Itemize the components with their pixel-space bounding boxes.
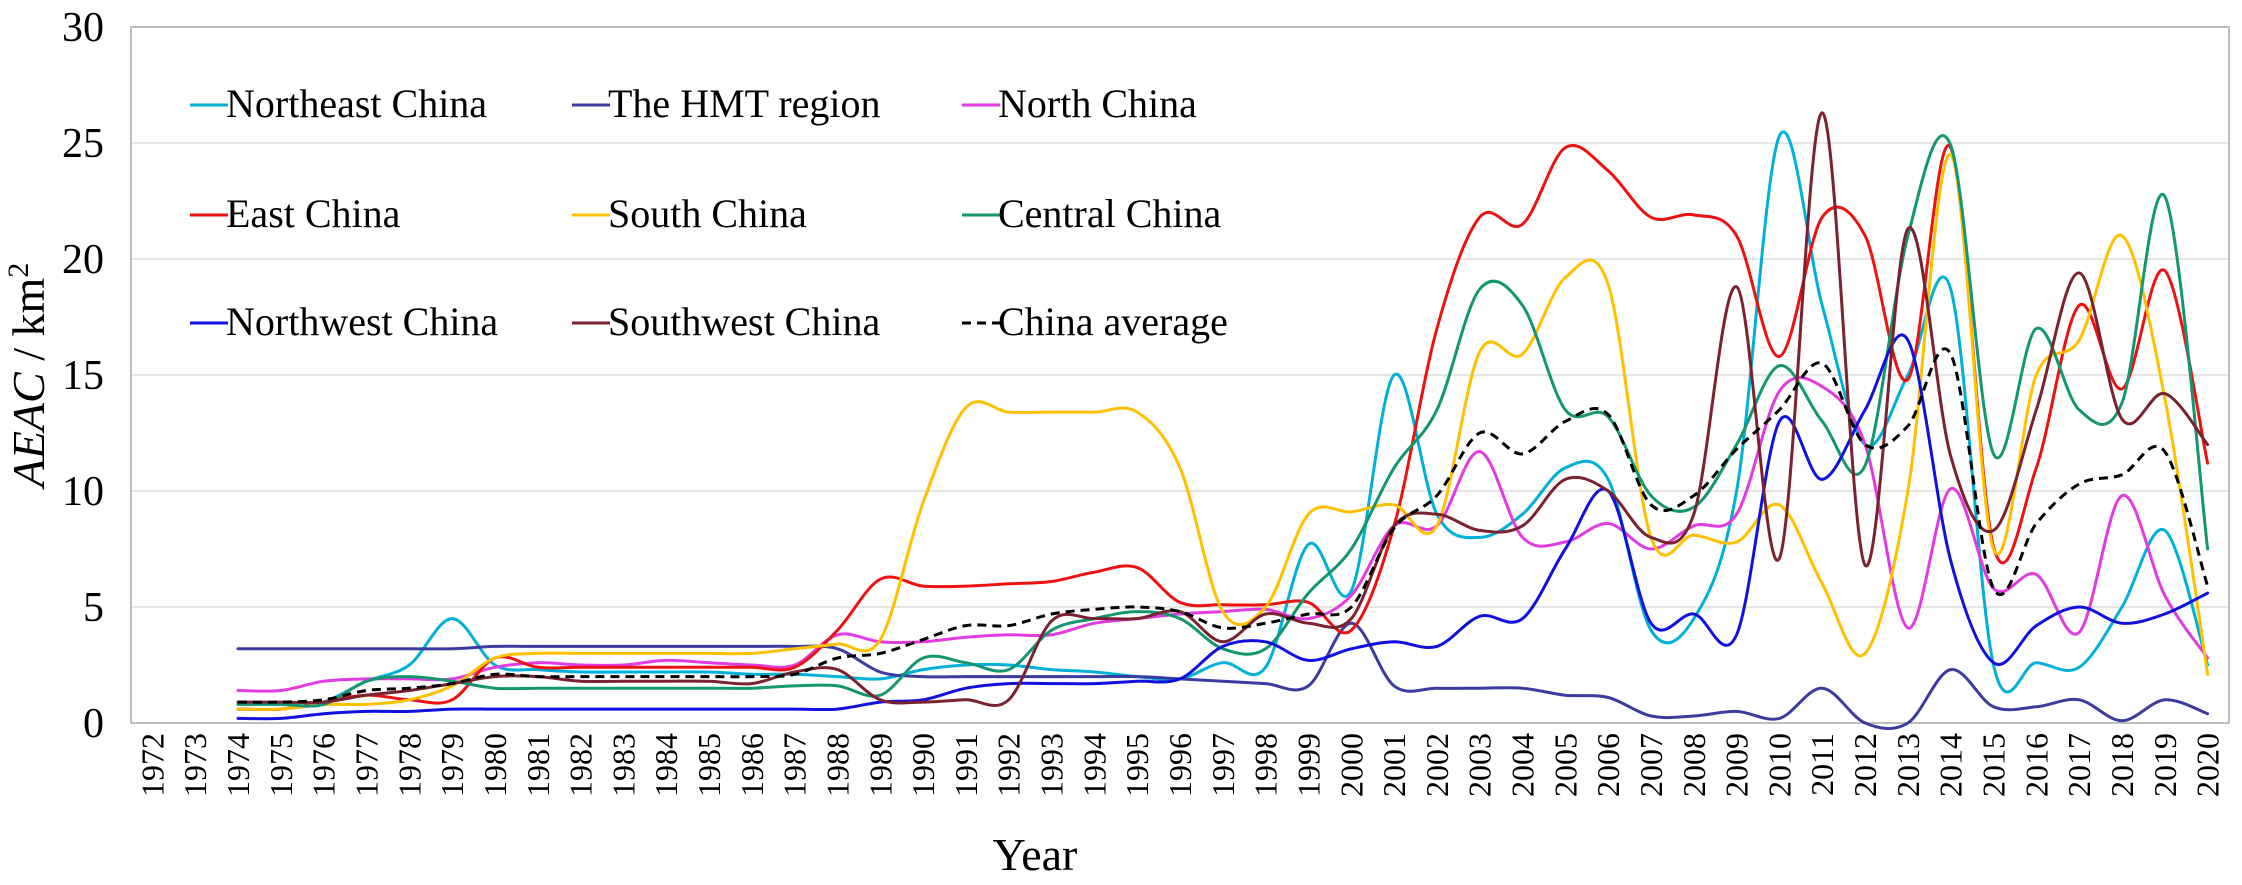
legend: Northeast China The HMT region North China…: [190, 81, 1228, 344]
x-tick-label: 2012: [1847, 733, 1883, 797]
x-tick-label: 1981: [520, 733, 556, 797]
x-tick-label: 1987: [777, 733, 813, 797]
x-tick-label: 1973: [177, 733, 213, 797]
legend-label: Northwest China: [226, 299, 498, 344]
x-tick-label: 2005: [1547, 733, 1583, 797]
series-line-central-china: [236, 134, 2210, 708]
x-tick-label: 2000: [1333, 733, 1369, 797]
x-axis-ticks: 1972 1973 1974 1975 1976 1977 1978 1979 1980 1981…: [134, 733, 2225, 797]
x-tick-label: 2016: [2018, 733, 2054, 797]
series-line-southwest-china: [236, 111, 2210, 707]
x-tick-label: 2014: [1933, 733, 1969, 797]
x-tick-label: 1975: [263, 733, 299, 797]
x-tick-label: 2017: [2061, 733, 2097, 797]
x-tick-label: 2008: [1676, 733, 1712, 797]
x-tick-label: 2011: [1804, 733, 1840, 796]
x-tick-label: 1993: [1034, 733, 1070, 797]
x-tick-label: 2001: [1376, 733, 1412, 797]
x-tick-label: 1976: [306, 733, 342, 797]
plot-area-border: [130, 26, 2230, 724]
legend-label: Southwest China: [608, 299, 880, 344]
legend-label: South China: [608, 191, 807, 236]
series-line-china-average: [237, 347, 2210, 704]
x-tick-label: 2007: [1633, 733, 1669, 797]
x-tick-label: 2020: [2190, 733, 2226, 797]
x-tick-label: 1994: [1076, 733, 1112, 797]
legend-label: North China: [998, 81, 1197, 126]
x-tick-label: 1991: [948, 733, 984, 797]
x-tick-label: 2006: [1590, 733, 1626, 797]
x-tick-label: 2018: [2104, 733, 2140, 797]
x-tick-label: 2015: [1976, 733, 2012, 797]
x-tick-label: 1974: [220, 733, 256, 797]
x-tick-label: 1990: [905, 733, 941, 797]
x-tick-label: 1979: [434, 733, 470, 797]
x-tick-label: 1997: [1205, 733, 1241, 797]
x-tick-label: 2004: [1505, 733, 1541, 797]
x-tick-label: 1998: [1248, 733, 1284, 797]
x-axis-title: Year: [993, 829, 1078, 880]
series-lines: [236, 111, 2210, 731]
y-axis-title: AEAC / km2: [2, 263, 54, 491]
x-tick-label: 1995: [1119, 733, 1155, 797]
y-tick-label: 10: [62, 469, 104, 515]
y-axis-ticks: 0 5 10 15 20 25 30: [62, 5, 104, 747]
y-tick-label: 20: [62, 237, 104, 283]
x-tick-label: 2009: [1719, 733, 1755, 797]
legend-label: Northeast China: [226, 81, 487, 126]
series-line-northwest-china: [236, 333, 2210, 721]
series-line-the-hmt-region: [236, 621, 2210, 731]
y-axis-title-variable: AEAC: [3, 371, 54, 490]
x-tick-label: 1992: [991, 733, 1027, 797]
x-tick-label: 1983: [605, 733, 641, 797]
x-tick-label: 1989: [862, 733, 898, 797]
legend-label: Central China: [998, 191, 1222, 236]
y-tick-label: 5: [83, 585, 104, 631]
x-tick-label: 1996: [1162, 733, 1198, 797]
legend-label: China average: [998, 299, 1228, 344]
y-tick-label: 30: [62, 5, 104, 51]
x-tick-label: 2010: [1761, 733, 1797, 797]
legend-label: East China: [226, 191, 401, 236]
x-tick-label: 2019: [2147, 733, 2183, 797]
y-axis-title-unit: km: [3, 278, 54, 337]
x-tick-label: 1980: [477, 733, 513, 797]
y-tick-label: 0: [83, 701, 104, 747]
x-tick-label: 2003: [1462, 733, 1498, 797]
x-tick-label: 1984: [648, 733, 684, 797]
x-tick-label: 1985: [691, 733, 727, 797]
x-tick-label: 1988: [819, 733, 855, 797]
x-tick-label: 2013: [1890, 733, 1926, 797]
x-tick-label: 2002: [1419, 733, 1455, 797]
y-axis-title-separator: /: [3, 337, 54, 373]
x-tick-label: 1999: [1290, 733, 1326, 797]
x-tick-label: 1977: [348, 733, 384, 797]
y-axis-title-superscript: 2: [2, 263, 35, 278]
series-line-north-china: [236, 376, 2210, 693]
x-tick-label: 1978: [391, 733, 427, 797]
y-tick-label: 25: [62, 121, 104, 167]
legend-label: The HMT region: [608, 81, 881, 126]
x-tick-label: 1972: [134, 733, 170, 797]
x-tick-label: 1986: [734, 733, 770, 797]
y-tick-label: 15: [62, 353, 104, 399]
x-tick-label: 1982: [563, 733, 599, 797]
